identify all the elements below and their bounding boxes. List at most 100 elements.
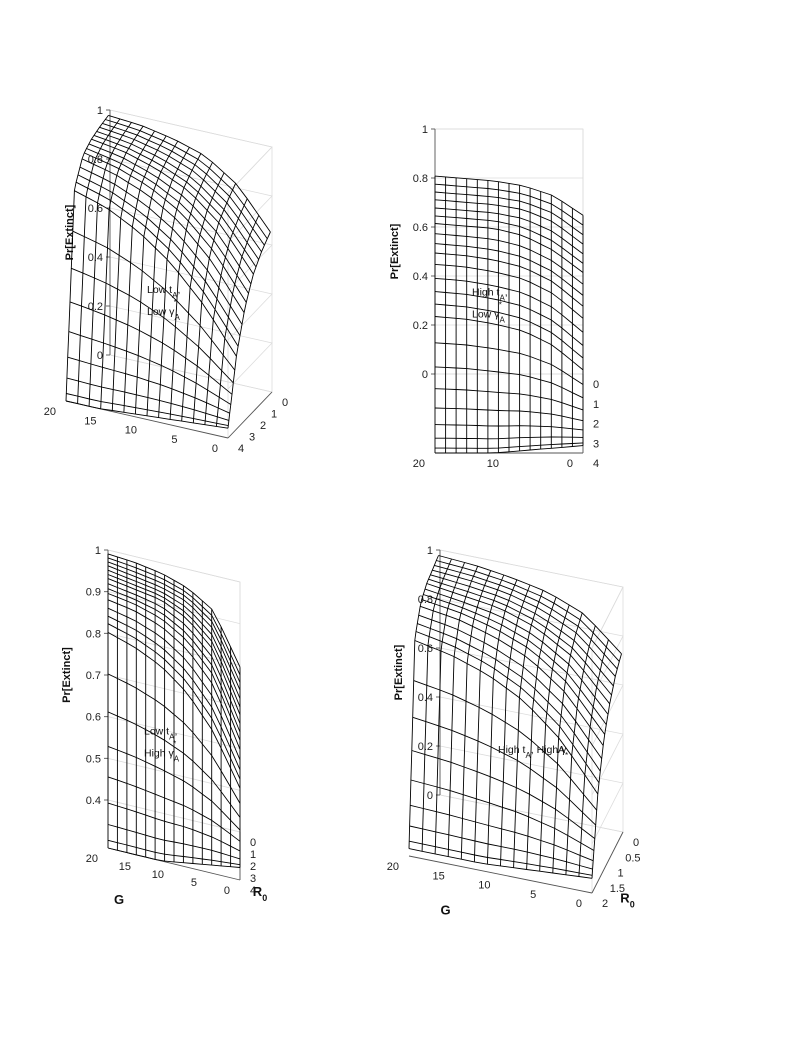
x-tick-label: 4 <box>593 458 599 470</box>
surface-col-line <box>434 424 584 431</box>
surface-row-line <box>192 183 237 423</box>
surface-col-line <box>96 130 260 260</box>
y-tick-label: 0 <box>567 458 573 470</box>
surface-col-line <box>107 623 241 780</box>
annotation-line-1: High tA, <box>472 286 508 302</box>
x-tick-label: 4 <box>250 885 256 897</box>
surface-col-line <box>107 847 241 868</box>
surface-col-line <box>107 593 241 741</box>
surface-col-line <box>413 680 598 811</box>
surface-col-line <box>435 436 584 440</box>
surface-col-line <box>107 561 241 683</box>
axis-lines <box>104 549 241 881</box>
x-tick-label: 3 <box>250 873 256 885</box>
surface-col-line <box>424 588 609 715</box>
surface-col-line <box>434 263 584 319</box>
x-tick-label: 2 <box>260 420 266 432</box>
surface-col-line <box>421 599 606 735</box>
surface-col-line <box>434 233 584 285</box>
z-tick-label: 0.8 <box>86 628 101 640</box>
surface-panel-low-t-low-gamma: 00.20.40.60.810510152001234Pr[Extinct]Lo… <box>44 105 288 455</box>
x-tick-label: 0 <box>250 837 256 849</box>
x-tick-label: 1.5 <box>610 883 625 895</box>
annotation-gamma-sub: * <box>565 751 568 760</box>
annotation-line-2: A* <box>558 744 568 760</box>
surface-col-line <box>107 615 241 770</box>
z-tick-label: 1 <box>95 545 101 557</box>
z-gridline <box>109 256 273 341</box>
z-tick-label: 0.8 <box>418 594 433 606</box>
annotation-gamma-label: Low γ <box>147 306 175 318</box>
annotation-comma: , <box>505 286 508 298</box>
annotation-line-2: High γA * <box>144 739 180 763</box>
x-tick-label: 2 <box>602 898 608 910</box>
surface-col-line <box>409 840 593 876</box>
surface-col-line <box>71 267 234 384</box>
surface-col-line <box>84 152 247 303</box>
surface-col-line <box>67 356 230 414</box>
x-axis-line <box>591 831 624 894</box>
surface-row-line <box>111 130 155 411</box>
surface-mesh <box>107 553 241 868</box>
y-tick-label: 10 <box>152 869 164 881</box>
surface-col-line <box>75 181 239 347</box>
annotation-gamma-sub: A <box>174 313 180 322</box>
x-tick-label: 2 <box>593 419 599 431</box>
y-tick-label: 10 <box>478 880 490 892</box>
y-axis-line <box>408 855 593 894</box>
z-gridline <box>439 745 624 845</box>
z-gridline <box>109 109 273 194</box>
y-tick-label: 15 <box>84 415 96 427</box>
y-tick-label: 0 <box>576 898 582 910</box>
annotation-gamma-star: * <box>174 298 177 307</box>
surface-col-line <box>107 599 241 750</box>
annotation-gamma-label: Low γ <box>472 308 500 320</box>
z-tick-label: 0.6 <box>413 222 428 234</box>
surface-col-line <box>107 824 241 860</box>
surface-col-line <box>434 303 584 359</box>
z-gridline <box>109 207 273 292</box>
annotation-t-label: Low t <box>147 284 172 296</box>
surface-col-line <box>434 191 584 236</box>
z-gridline <box>439 647 624 747</box>
z-gridline <box>439 549 624 649</box>
y-tick-label: 0 <box>212 443 218 455</box>
z-tick-label: 0.6 <box>88 203 103 215</box>
surface-col-line <box>107 557 241 676</box>
surface-col-line <box>412 716 597 826</box>
surface-col-line <box>434 407 584 422</box>
y-tick-label: 10 <box>487 458 499 470</box>
surface-col-line <box>107 565 241 691</box>
surface-col-line <box>65 400 229 429</box>
annotation-t-label: Low t <box>144 725 169 737</box>
surface-panel-high-t-high-gamma: 00.20.40.60.810510152000.511.52Pr[Extinc… <box>387 545 641 918</box>
annotation-gamma-star: * <box>499 300 502 309</box>
surface-row-line <box>146 147 190 416</box>
annotation-gamma-star: * <box>173 739 176 748</box>
z-tick-label: 1 <box>422 124 428 136</box>
surface-col-line <box>107 776 241 842</box>
surface-col-line <box>107 553 241 668</box>
annotation-gamma-label: High γ <box>144 747 175 759</box>
z-axis-label: Pr[Extinct] <box>393 644 405 700</box>
z-gridline <box>439 794 624 894</box>
annotation-line-2: Low γA * <box>472 300 505 324</box>
x-tick-label: 1 <box>271 409 277 421</box>
surface-col-line <box>107 583 241 724</box>
surface-col-line <box>102 122 265 246</box>
y-tick-label: 5 <box>191 877 197 889</box>
surface-col-line <box>409 825 593 870</box>
surface-mesh <box>408 555 622 879</box>
surface-col-line <box>434 316 584 371</box>
surface-col-line <box>426 583 611 705</box>
surface-col-line <box>66 393 229 427</box>
x-axis-label-main: R <box>620 891 630 906</box>
y-axis-label: G <box>114 892 124 907</box>
surface-col-line <box>434 252 584 307</box>
x-axis-label-sub: 0 <box>630 900 635 910</box>
surface-col-line <box>411 750 596 839</box>
y-tick-label: 5 <box>530 889 536 901</box>
surface-col-line <box>88 143 252 285</box>
z-tick-label: 0 <box>427 790 433 802</box>
